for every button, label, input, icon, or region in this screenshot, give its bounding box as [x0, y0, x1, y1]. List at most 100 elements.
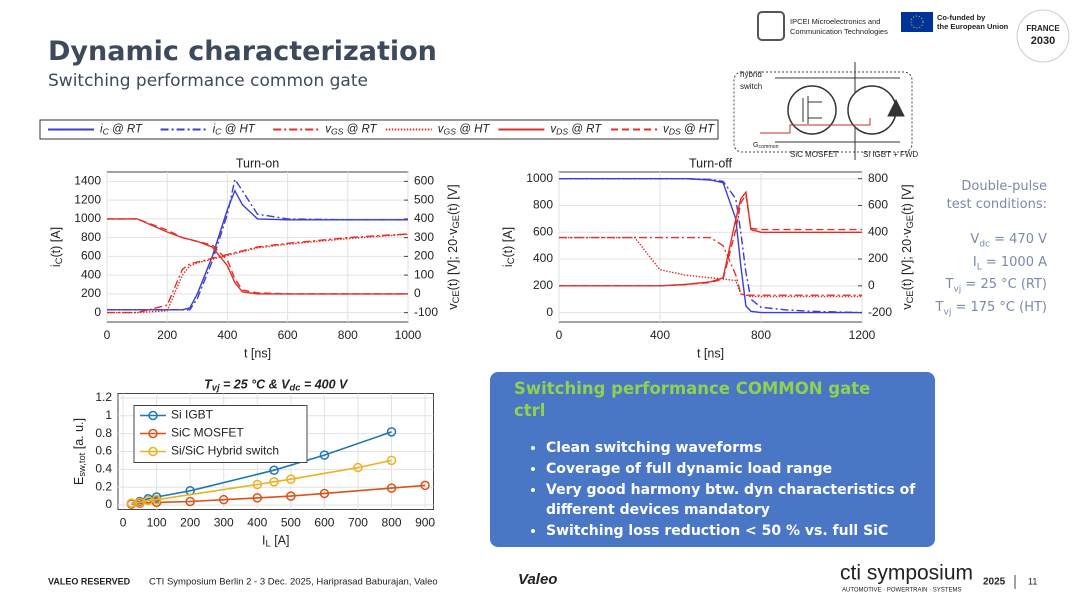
- text-part: v: [550, 124, 557, 136]
- ipcei-text: Communication Technologies: [790, 27, 888, 36]
- legend-label: SiC MOSFET: [171, 426, 244, 440]
- subscript: vj: [212, 382, 220, 392]
- eu-text: Co-funded by: [937, 13, 986, 22]
- x-axis-label: IL [A]: [262, 534, 289, 548]
- y-tick-label: 1000: [526, 171, 553, 185]
- conditions-title: Double-pulse: [961, 179, 1047, 194]
- y-tick-label: 800: [81, 230, 101, 244]
- data-point: [151, 494, 162, 505]
- subscript: CE: [905, 290, 915, 303]
- x-tick-label: 600: [314, 516, 334, 530]
- y-tick-label: 1.2: [95, 390, 112, 404]
- series-line: [131, 431, 392, 505]
- y2-axis-label: vCE(t) [V]; 20·vGE(t) [V]: [446, 184, 460, 309]
- circuit-label: switch: [740, 82, 762, 91]
- y-axis-label: iC(t) [A]: [49, 227, 63, 267]
- cti-logo: cti symposium: [840, 562, 973, 585]
- series-line: [559, 236, 862, 296]
- condition: Tvj = 25 °C (RT): [936, 276, 1048, 299]
- legend-marker: [148, 446, 158, 457]
- cti-tag: AUTOMOTIVE · POWERTRAIN · SYSTEMS: [842, 588, 961, 594]
- text-part: v: [900, 303, 914, 310]
- text-part: E: [72, 477, 86, 485]
- x-axis-label: t [ns]: [244, 346, 271, 360]
- ipcei-icon: [757, 11, 785, 41]
- text-part: i: [49, 264, 63, 267]
- y-tick-label: 1000: [74, 211, 101, 225]
- series-line: [131, 484, 426, 505]
- series-line: [559, 190, 862, 287]
- igbt-symbol: [847, 85, 897, 135]
- subscript: C: [215, 126, 222, 136]
- series-line: [107, 218, 408, 295]
- chart-title: Turn-off: [689, 156, 733, 170]
- y2-tick-label: 400: [868, 224, 888, 238]
- data-point: [269, 465, 279, 475]
- france-text: FRANCE: [1026, 24, 1060, 33]
- text-part: = 175 °C (HT): [951, 299, 1047, 315]
- y-tick-label: 1400: [74, 174, 101, 188]
- x-tick-label: 0: [104, 328, 111, 342]
- subscript: L: [266, 538, 271, 548]
- y-tick-label: 0: [546, 305, 553, 319]
- subscript: CE: [451, 290, 461, 303]
- text-part: (t) [V]; 20·v: [900, 228, 914, 291]
- legend-label: iC @ RT: [100, 124, 143, 137]
- data-point: [151, 492, 162, 502]
- x-tick-label: 200: [180, 516, 200, 530]
- x-tick-label: 0: [556, 328, 563, 342]
- y-tick-label: 0.8: [95, 426, 112, 440]
- y2-tick-label: 600: [414, 174, 434, 188]
- x-tick-label: 400: [217, 328, 237, 342]
- legend-label: vDS @ HT: [663, 124, 715, 137]
- y-tick-label: 0.2: [95, 479, 112, 493]
- text-part: (t) [V]: [446, 184, 460, 215]
- y2-tick-label: 300: [414, 230, 434, 244]
- text-part: T: [945, 277, 954, 293]
- subscript: common: [758, 144, 778, 150]
- series-line: [559, 178, 863, 314]
- subscript: L: [976, 262, 982, 273]
- data-point: [353, 462, 363, 473]
- data-point: [386, 427, 397, 437]
- text-part: V: [970, 232, 980, 247]
- y2-tick-label: 200: [868, 251, 888, 265]
- bullet: Coverage of full dynamic load range: [546, 459, 916, 480]
- gate-label: Gcommon: [753, 142, 779, 150]
- y-tick-label: 0: [105, 497, 112, 511]
- text-part: i: [213, 124, 216, 136]
- bullet: Clean switching waveforms: [546, 438, 916, 459]
- y2-tick-label: 600: [868, 198, 888, 212]
- chart-title: Turn-on: [236, 156, 279, 170]
- data-point: [386, 483, 397, 493]
- eu-stars: [910, 15, 924, 29]
- subscript: C: [506, 257, 516, 264]
- ipcei-text: IPCEI Microelectronics and: [790, 17, 880, 26]
- footer-year: 2025: [983, 577, 1006, 588]
- conditions: Double-pulse test conditions: Vdc = 470 …: [936, 178, 1047, 321]
- data-point: [319, 488, 330, 499]
- text-part: @ RT: [343, 124, 377, 136]
- x-tick-label: 600: [278, 328, 298, 342]
- series-line: [107, 189, 408, 311]
- igbt-label: Si IGBT + FWD: [863, 150, 918, 159]
- slide-title: Dynamic characterization: [48, 36, 437, 67]
- device-detail: [802, 96, 905, 124]
- x-axis-label: t [ns]: [697, 346, 724, 360]
- subscript: GE: [451, 215, 461, 229]
- x-tick-label: 200: [157, 328, 177, 342]
- legend-label: Si/SiC Hybrid switch: [171, 444, 279, 458]
- y-tick-label: 800: [533, 198, 553, 212]
- y-tick-label: 200: [533, 278, 553, 292]
- text-part: (t) [V]; 20·v: [446, 228, 460, 291]
- summary-box: Switching performance COMMON gate ctrl C…: [490, 372, 935, 547]
- conditions-title: test conditions:: [946, 197, 1047, 212]
- subscript: dc: [979, 239, 990, 250]
- y-tick-label: 0: [94, 305, 101, 319]
- y-tick-label: 400: [81, 267, 101, 281]
- x-tick-label: 300: [214, 516, 234, 530]
- data-point: [185, 496, 195, 507]
- x-tick-label: 800: [382, 516, 402, 530]
